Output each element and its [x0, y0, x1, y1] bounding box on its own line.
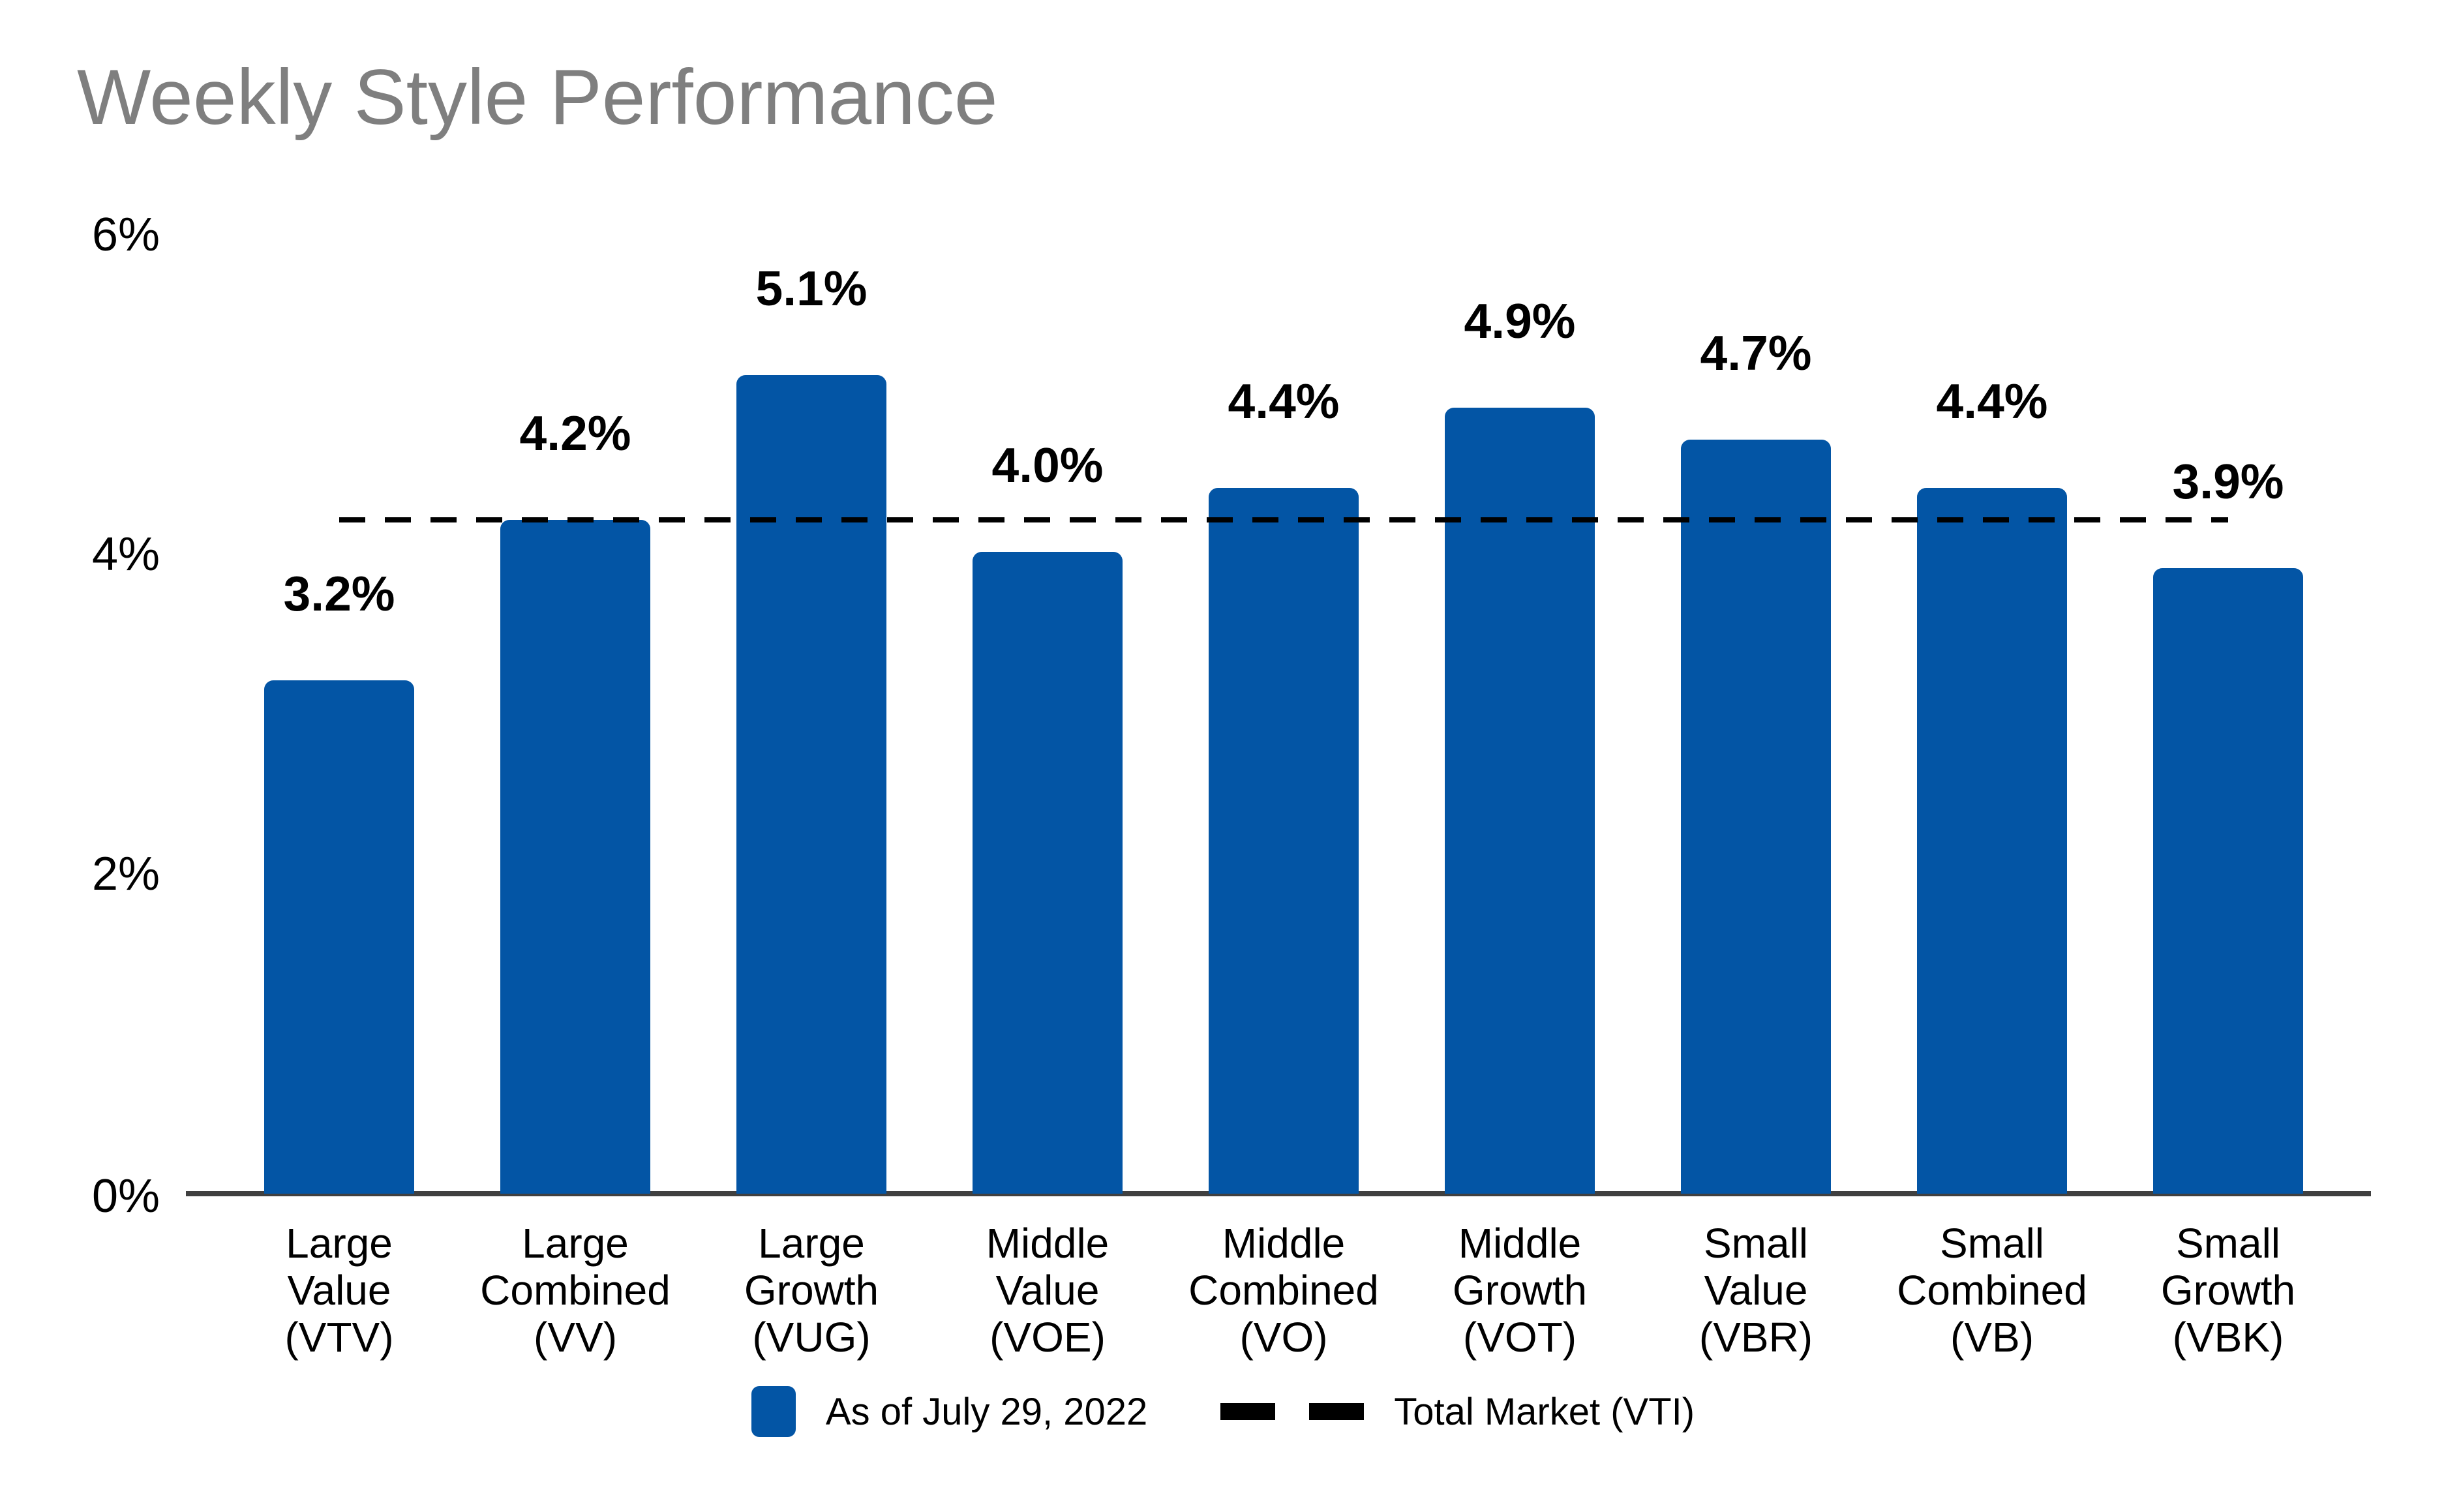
- bar-slot: 3.9%: [2110, 231, 2346, 1194]
- y-axis-tick-label: 2%: [91, 848, 160, 900]
- bar: [1209, 487, 1359, 1194]
- category-label: Large Combined (VV): [457, 1220, 693, 1361]
- bar-value-label: 4.4%: [1228, 373, 1340, 429]
- bar-slot: 5.1%: [693, 231, 929, 1194]
- bar-value-label: 3.2%: [283, 566, 395, 621]
- bar-slot: 4.7%: [1638, 231, 1874, 1194]
- bar: [736, 375, 886, 1194]
- category-label-line: Growth: [1452, 1267, 1588, 1314]
- category-label: Small Combined (VB): [1874, 1220, 2110, 1361]
- category-label-line: (VUG): [752, 1314, 871, 1361]
- category-label-line: (VOT): [1462, 1314, 1577, 1361]
- category-label-line: Value: [287, 1267, 391, 1314]
- legend-series-label: As of July 29, 2022: [825, 1390, 1148, 1433]
- y-axis-tick-label: 0%: [91, 1170, 160, 1222]
- category-label: Large Growth (VUG): [693, 1220, 929, 1361]
- bar: [264, 680, 414, 1194]
- bar-slot: 4.9%: [1402, 231, 1638, 1194]
- category-label-line: Small: [2175, 1220, 2281, 1267]
- category-label-line: Middle: [986, 1220, 1110, 1267]
- legend-line-label: Total Market (VTI): [1394, 1390, 1695, 1433]
- category-label: Middle Growth (VOT): [1402, 1220, 1638, 1361]
- legend: As of July 29, 2022 Total Market (VTI): [0, 1382, 2446, 1442]
- category-label-line: Value: [1704, 1267, 1808, 1314]
- bar: [1445, 407, 1595, 1194]
- bar-value-label: 3.9%: [2172, 453, 2284, 509]
- category-label-line: Growth: [744, 1267, 879, 1314]
- category-axis: Large Value (VTV) Large Combined (VV) La…: [186, 1220, 2371, 1389]
- bar-slot: 4.0%: [929, 231, 1166, 1194]
- legend-bar-swatch-icon: [751, 1386, 796, 1437]
- category-label: Large Value (VTV): [221, 1220, 457, 1361]
- category-label: Small Growth (VBK): [2110, 1220, 2346, 1361]
- plot-area: 3.2% 4.2% 5.1% 4.0% 4.4% 4.9% 4.7% 4.4%: [186, 231, 2371, 1194]
- bar-value-label: 4.2%: [519, 405, 631, 461]
- category-label: Middle Value (VOE): [929, 1220, 1166, 1361]
- bar: [973, 552, 1123, 1194]
- category-label-line: Combined: [1897, 1267, 2087, 1314]
- bar: [2153, 567, 2303, 1194]
- category-label-line: Large: [286, 1220, 393, 1267]
- category-label-line: Middle: [1222, 1220, 1346, 1267]
- category-label-line: Combined: [1188, 1267, 1379, 1314]
- total-market-dashed-line: [339, 517, 2228, 522]
- bar: [500, 519, 650, 1194]
- bar-value-label: 4.4%: [1936, 373, 2048, 429]
- chart-title: Weekly Style Performance: [77, 53, 998, 141]
- bar-slot: 4.4%: [1166, 231, 1402, 1194]
- legend-dashed-line-icon: [1220, 1403, 1365, 1420]
- bar-slot: 3.2%: [221, 231, 457, 1194]
- bar-slot: 4.4%: [1874, 231, 2110, 1194]
- bar: [1681, 439, 1831, 1194]
- category-label-line: (VTV): [284, 1314, 394, 1361]
- category-label-line: Small: [1939, 1220, 2045, 1267]
- bar-value-label: 4.9%: [1464, 293, 1576, 348]
- category-label: Small Value (VBR): [1638, 1220, 1874, 1361]
- y-axis-tick-label: 6%: [91, 209, 160, 261]
- category-label-line: Value: [995, 1267, 1100, 1314]
- bar-value-label: 4.7%: [1700, 325, 1812, 380]
- category-label-line: (VBR): [1699, 1314, 1813, 1361]
- x-axis-line: [186, 1191, 2371, 1196]
- category-label-line: (VO): [1239, 1314, 1328, 1361]
- bar-value-label: 5.1%: [755, 261, 868, 316]
- category-label-line: Combined: [480, 1267, 671, 1314]
- category-label-line: Small: [1703, 1220, 1809, 1267]
- category-label-line: Growth: [2160, 1267, 2296, 1314]
- category-label-line: (VV): [534, 1314, 617, 1361]
- bar: [1917, 487, 2067, 1194]
- y-axis-tick-label: 4%: [91, 528, 160, 581]
- bar-value-label: 4.0%: [991, 438, 1104, 492]
- bar-slot: 4.2%: [457, 231, 693, 1194]
- category-label-line: (VBK): [2172, 1314, 2284, 1361]
- category-label-line: Large: [758, 1220, 865, 1267]
- category-label-line: (VB): [1950, 1314, 2034, 1361]
- category-label-line: Middle: [1458, 1220, 1582, 1267]
- category-label-line: (VOE): [989, 1314, 1106, 1361]
- category-label-line: Large: [522, 1220, 629, 1267]
- category-label: Middle Combined (VO): [1166, 1220, 1402, 1361]
